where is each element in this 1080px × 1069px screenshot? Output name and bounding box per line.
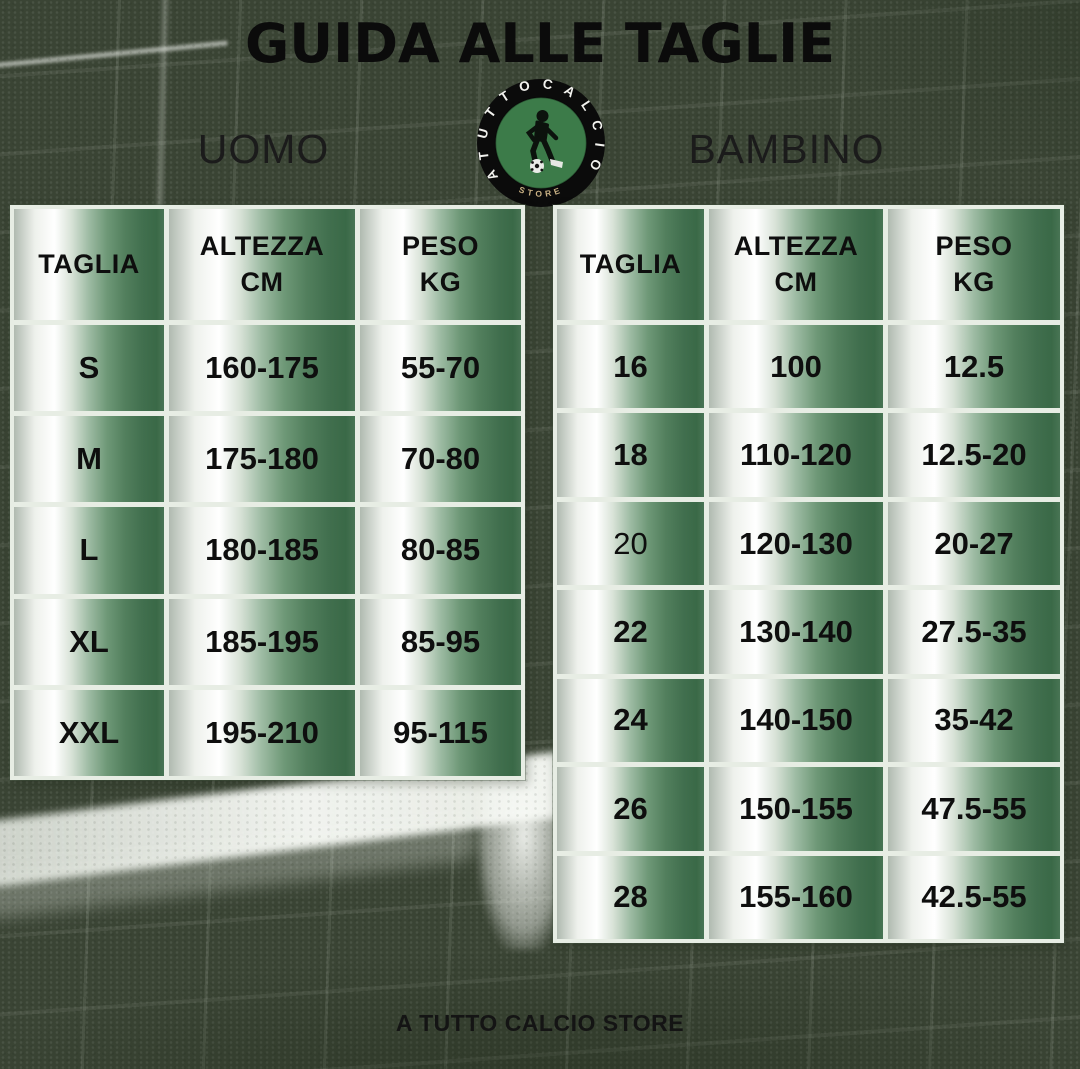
size-cell: 42.5-55 — [888, 855, 1060, 939]
size-cell: 70-80 — [360, 416, 521, 503]
size-cell: XL — [14, 598, 164, 685]
size-cell: 85-95 — [360, 598, 521, 685]
size-cell: M — [14, 416, 164, 503]
uomo-size-table: TAGLIA ALTEZZA CM PESO KG S 160-175 55-70 M 175-1… — [10, 205, 525, 780]
footer-store-name: A TUTTO CALCIO STORE — [395, 1010, 685, 1036]
header-line: ALTEZZA — [199, 231, 325, 262]
size-cell: 12.5-20 — [888, 413, 1060, 497]
header-cell-peso: PESO KG — [360, 209, 521, 320]
size-cell: 35-42 — [888, 678, 1060, 763]
store-logo-badge: ATUTTOCALCIO STORE — [475, 77, 607, 209]
size-cell: 185-195 — [169, 598, 355, 685]
svg-text:STORE: STORE — [518, 184, 565, 198]
size-cell: 110-120 — [709, 413, 883, 497]
header-line: KG — [953, 266, 995, 297]
store-logo-svg: ATUTTOCALCIO STORE — [475, 77, 605, 207]
bambino-section-label: BAMBINO — [688, 126, 885, 172]
header-cell-peso: PESO KG — [888, 209, 1060, 320]
soccer-ball-icon — [530, 159, 544, 173]
logo-store-text: STORE — [518, 184, 561, 198]
size-cell: 140-150 — [709, 678, 883, 763]
size-cell: 24 — [557, 678, 704, 763]
size-cell: 47.5-55 — [888, 767, 1060, 851]
size-cell: 95-115 — [360, 689, 521, 776]
size-cell: 100 — [709, 325, 883, 409]
header-line: CM — [240, 266, 284, 297]
header-line: ALTEZZA — [733, 231, 859, 262]
header-line: PESO — [401, 231, 480, 262]
header-cell-taglia: TAGLIA — [14, 209, 164, 320]
size-cell: 16 — [557, 325, 704, 409]
size-cell: 27.5-35 — [888, 590, 1060, 674]
size-cell: 80-85 — [360, 507, 521, 594]
size-cell: 195-210 — [169, 689, 355, 776]
size-cell: 155-160 — [709, 855, 883, 939]
size-cell: 150-155 — [709, 767, 883, 851]
size-cell: 55-70 — [360, 325, 521, 412]
header-line: TAGLIA — [579, 248, 682, 279]
size-cell: 12.5 — [888, 325, 1060, 409]
header-cell-altezza: ALTEZZA CM — [709, 209, 883, 320]
header-line: KG — [419, 266, 462, 297]
size-cell: 20 — [557, 501, 704, 586]
size-cell: 160-175 — [169, 325, 355, 412]
size-cell: L — [14, 507, 164, 594]
header-line: TAGLIA — [38, 248, 140, 279]
size-cell: XXL — [14, 689, 164, 776]
size-cell: 180-185 — [169, 507, 355, 594]
bambino-size-table: TAGLIA ALTEZZA CM PESO KG 16 100 12.5 18 110-120 1… — [553, 205, 1064, 943]
size-cell: 26 — [557, 767, 704, 851]
size-cell: S — [14, 325, 164, 412]
size-cell: 28 — [557, 855, 704, 939]
size-cell: 175-180 — [169, 416, 355, 503]
soccer-player-icon — [525, 110, 563, 168]
size-cell: 18 — [557, 413, 704, 497]
size-cell: 120-130 — [709, 501, 883, 586]
size-cell: 20-27 — [888, 501, 1060, 586]
header-cell-altezza: ALTEZZA CM — [169, 209, 355, 320]
uomo-section-label: UOMO — [197, 126, 330, 172]
header-line: PESO — [935, 231, 1013, 262]
header-line: CM — [774, 266, 818, 297]
player-boot — [550, 159, 563, 168]
header-cell-taglia: TAGLIA — [557, 209, 704, 320]
size-cell: 130-140 — [709, 590, 883, 674]
logo-green-disc — [495, 97, 587, 189]
page-title: GUIDA ALLE TAGLIE — [244, 12, 836, 75]
size-cell: 22 — [557, 590, 704, 674]
